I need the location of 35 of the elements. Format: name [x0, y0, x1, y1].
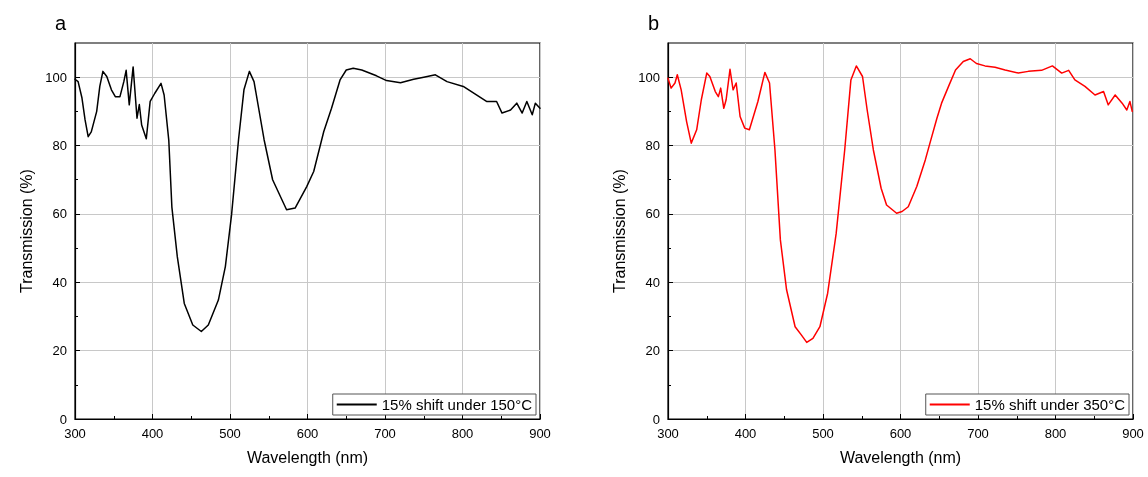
x-tick-label: 900: [529, 426, 551, 441]
y-tick-label: 100: [45, 69, 67, 85]
chart-title: a: [55, 12, 67, 34]
y-tick-label: 60: [645, 206, 660, 222]
x-tick-label: 300: [64, 426, 86, 441]
line-series: [667, 57, 1133, 344]
y-tick-label: 20: [52, 343, 67, 359]
legend-label: 15% shift under 350°C: [974, 396, 1126, 413]
y-tick-label: 100: [638, 69, 660, 85]
y-tick-label: 40: [645, 274, 660, 290]
x-tick-label: 400: [734, 426, 757, 441]
x-tick-label: 300: [657, 426, 679, 441]
y-axis-title: Transmission (%): [17, 169, 35, 293]
x-tick-label: 700: [967, 426, 989, 441]
y-tick-label: 20: [645, 343, 660, 359]
x-tick-label: 800: [1044, 426, 1067, 441]
x-tick-label: 600: [296, 426, 319, 441]
x-tick-label: 400: [141, 426, 164, 441]
x-axis-title: Wavelength (nm): [246, 448, 369, 466]
y-tick-label: 80: [645, 138, 660, 154]
x-tick-label: 700: [374, 426, 396, 441]
y-tick-label: 60: [52, 206, 67, 222]
x-tick-label: 800: [451, 426, 474, 441]
x-tick-label: 600: [889, 426, 912, 441]
y-tick-label: 0: [652, 411, 660, 427]
legend-label: 15% shift under 150°C: [381, 396, 533, 413]
chart-title: b: [648, 12, 660, 34]
y-tick-label: 40: [52, 274, 67, 290]
y-tick-label: 80: [52, 138, 67, 154]
x-axis-title: Wavelength (nm): [839, 448, 962, 466]
x-tick-label: 500: [219, 426, 241, 441]
y-axis-title: Transmission (%): [610, 169, 628, 293]
y-tick-label: 0: [59, 411, 67, 427]
x-tick-label: 900: [1122, 426, 1144, 441]
x-tick-label: 500: [812, 426, 834, 441]
